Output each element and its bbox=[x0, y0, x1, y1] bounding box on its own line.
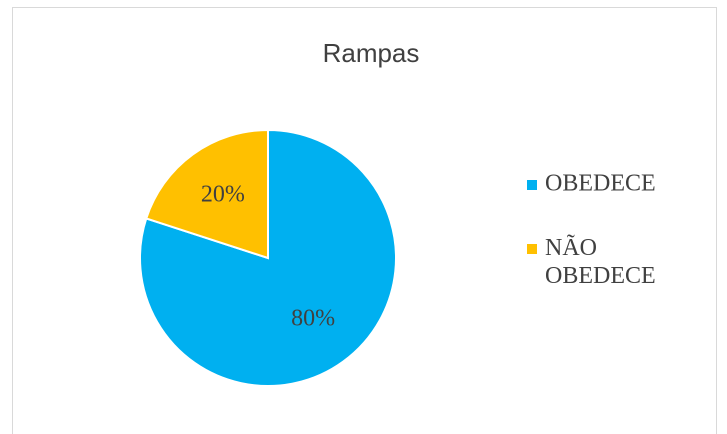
legend-swatch bbox=[527, 180, 537, 190]
data-label: 20% bbox=[201, 181, 245, 207]
pie-slice bbox=[145, 128, 269, 260]
legend-swatch bbox=[527, 244, 537, 254]
data-label: 80% bbox=[291, 306, 335, 332]
chart-title: Rampas bbox=[323, 38, 420, 68]
legend-label: OBEDECE bbox=[545, 171, 656, 197]
legend-label: NÃO OBEDECE bbox=[545, 235, 656, 289]
